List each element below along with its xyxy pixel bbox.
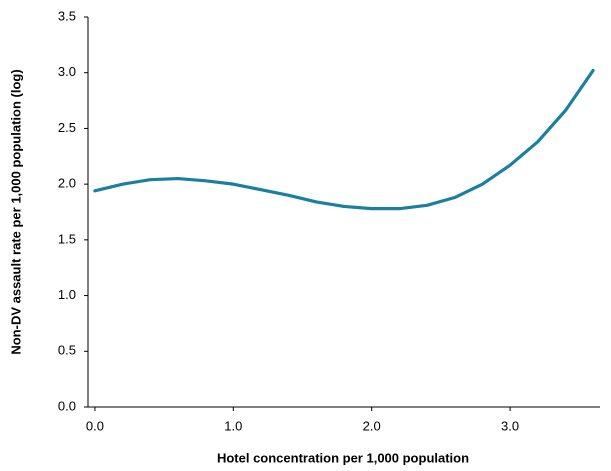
y-tick-label: 1.5 (58, 231, 76, 246)
x-tick-label: 0.0 (86, 418, 104, 433)
y-tick-label: 2.0 (58, 176, 76, 191)
x-tick-label: 1.0 (224, 418, 242, 433)
y-tick-label: 3.0 (58, 64, 76, 79)
y-tick-label: 0.0 (58, 398, 76, 413)
y-tick-label: 3.5 (58, 8, 76, 23)
x-tick-label: 3.0 (501, 418, 519, 433)
line-series (93, 68, 595, 211)
x-axis-title: Hotel concentration per 1,000 population (217, 450, 469, 465)
y-tick-label: 1.0 (58, 287, 76, 302)
y-tick-label: 2.5 (58, 120, 76, 135)
y-axis-title: Non-DV assault rate per 1,000 population… (8, 69, 23, 354)
x-tick-label: 2.0 (363, 418, 381, 433)
y-tick-label: 0.5 (58, 343, 76, 358)
